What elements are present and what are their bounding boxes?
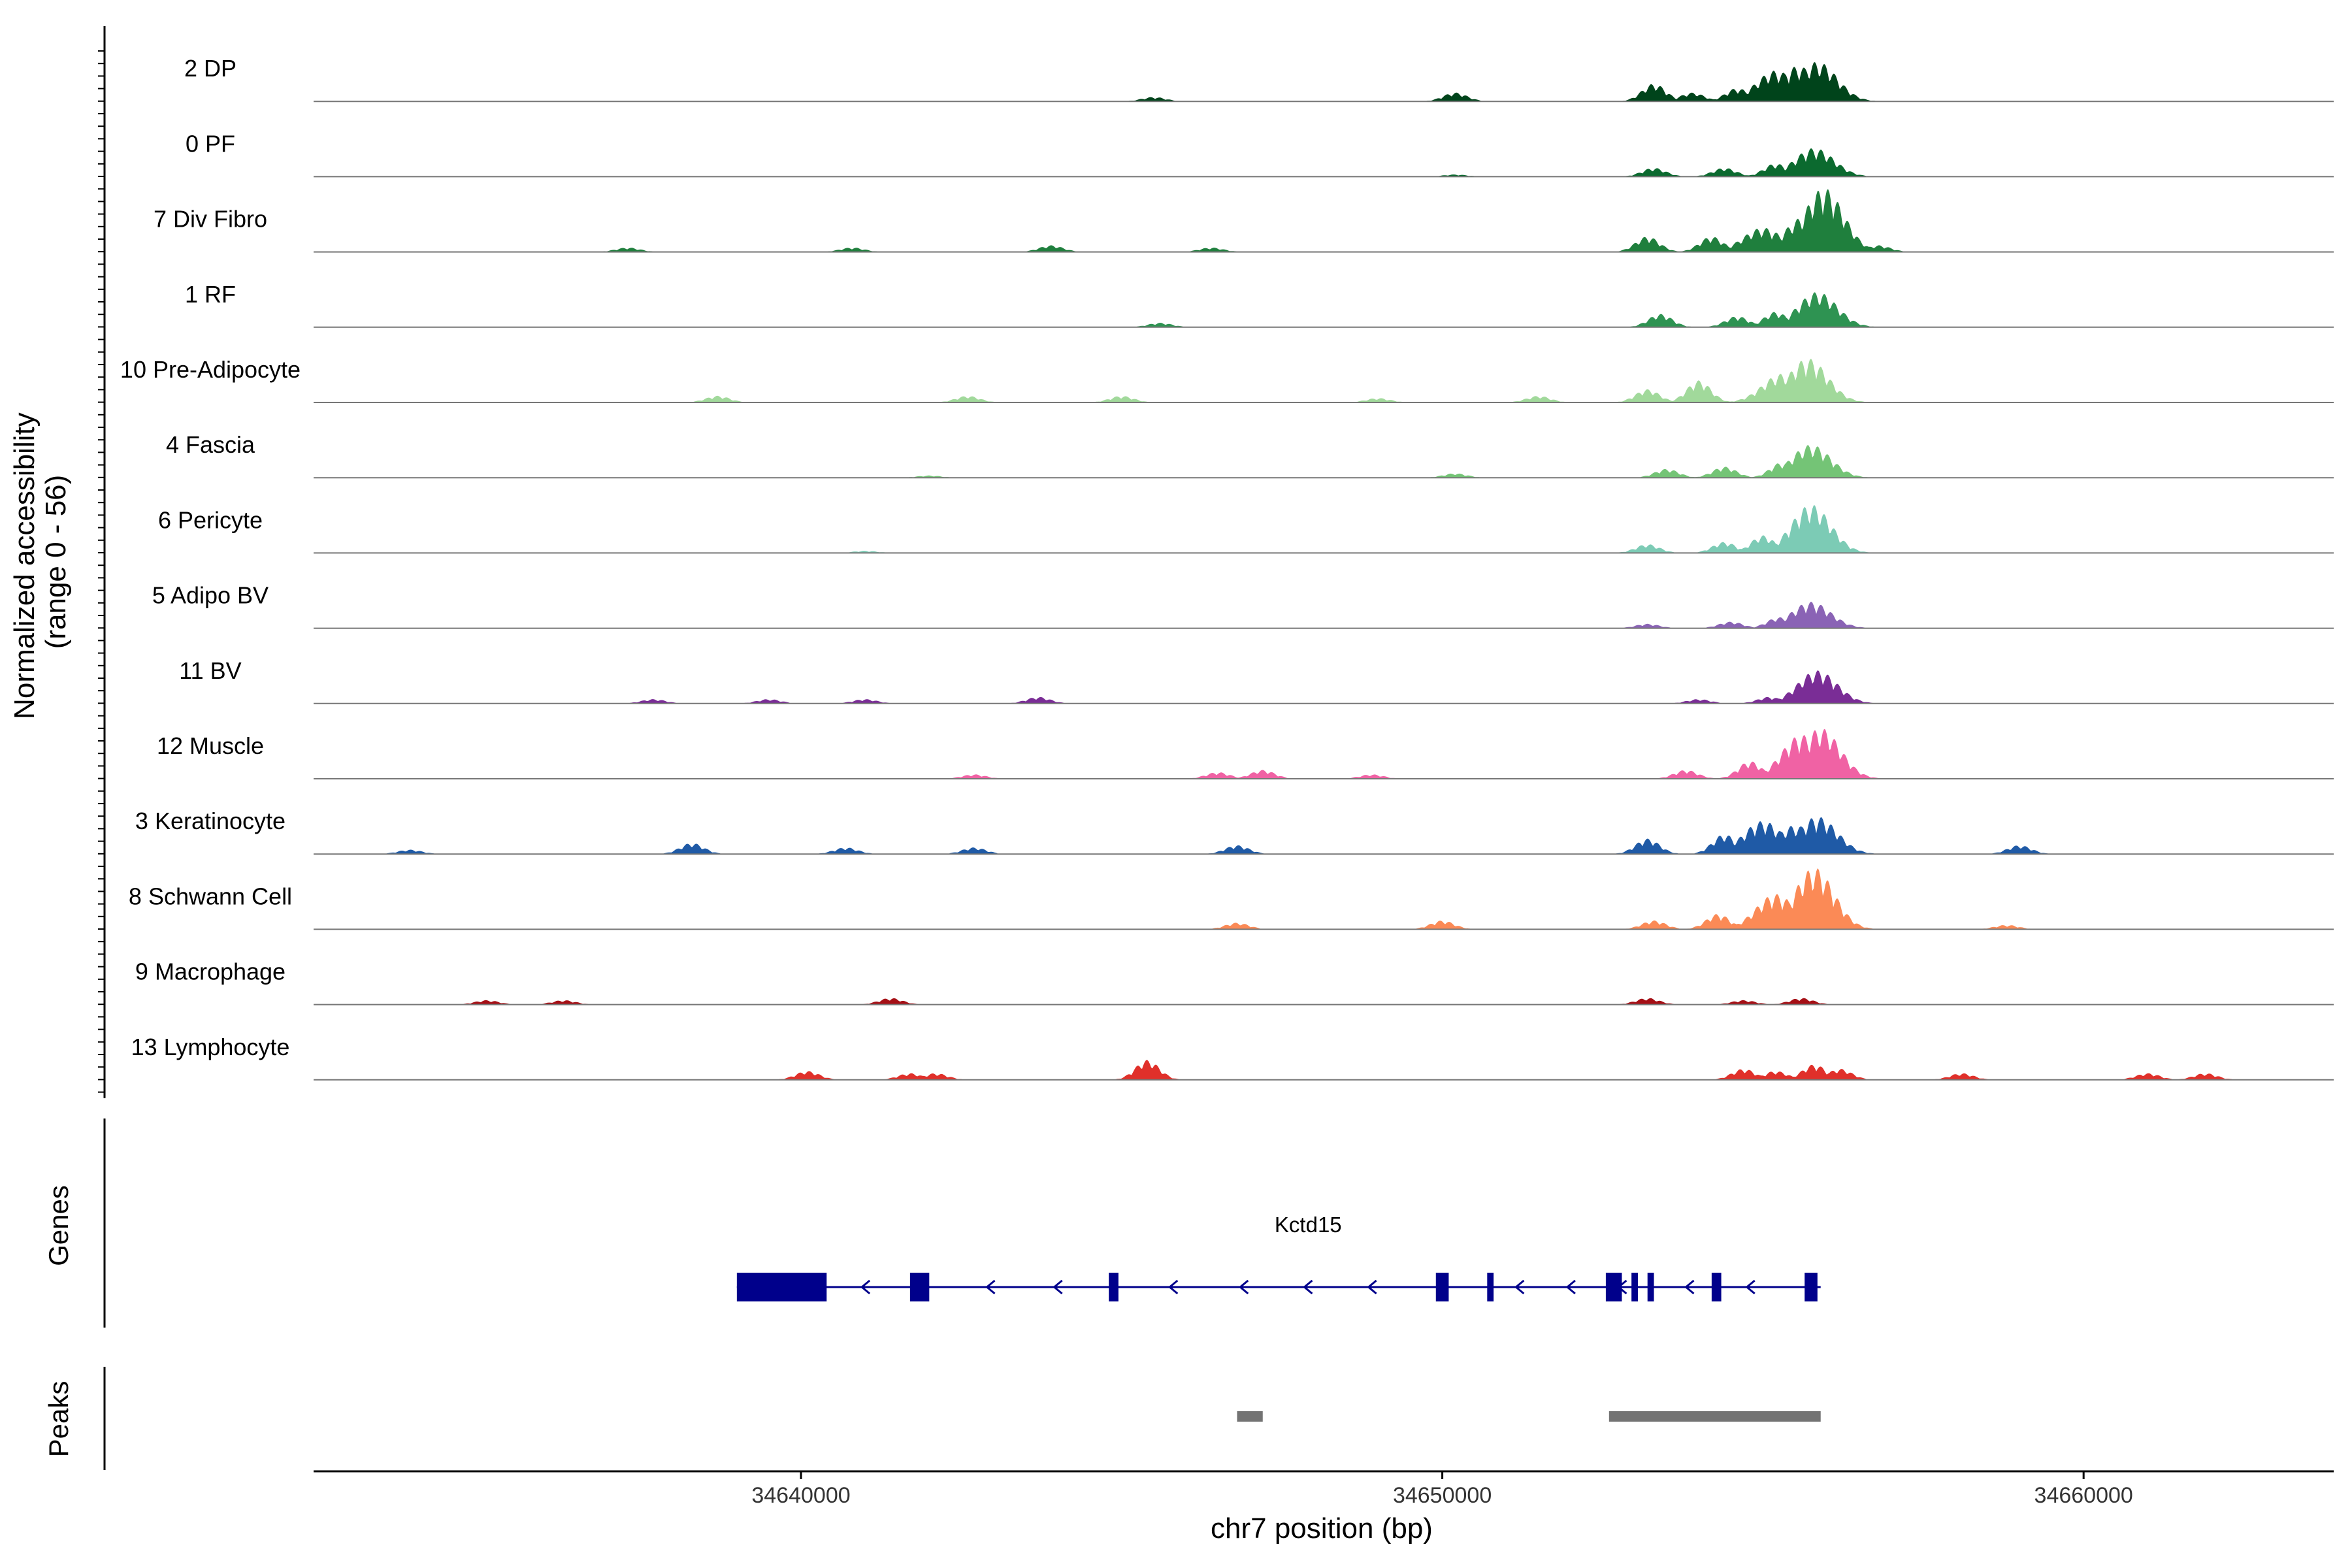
x-axis-title: chr7 position (bp) xyxy=(1211,1512,1433,1544)
track-3: 7 Div Fibro xyxy=(154,189,2334,253)
peak-region-bar xyxy=(1237,1411,1263,1422)
track-6: 4 Fascia xyxy=(166,431,2334,479)
gene-exon xyxy=(1711,1273,1722,1301)
coverage-area xyxy=(314,359,2242,402)
gene-exon xyxy=(1805,1273,1818,1301)
track-label: 9 Macrophage xyxy=(135,958,286,985)
coverage-area xyxy=(314,670,2242,704)
track-label: 1 RF xyxy=(185,281,236,308)
track-label: 4 Fascia xyxy=(166,431,255,458)
gene-exon xyxy=(1647,1273,1654,1301)
coverage-area xyxy=(314,998,2242,1005)
track-label: 3 Keratinocyte xyxy=(135,808,286,834)
strand-arrow xyxy=(1053,1279,1063,1295)
gene-exon xyxy=(909,1273,930,1301)
gene-name-label: Kctd15 xyxy=(1275,1213,1342,1237)
track-9: 11 BV xyxy=(179,657,2334,704)
track-12: 8 Schwann Cell xyxy=(129,868,2334,930)
gene-exon xyxy=(1631,1273,1638,1301)
coverage-area xyxy=(314,292,2242,327)
strand-arrow xyxy=(1565,1279,1576,1295)
strand-arrow xyxy=(860,1279,871,1295)
gene-exon xyxy=(1487,1273,1494,1301)
coverage-area xyxy=(314,189,2242,252)
track-13: 9 Macrophage xyxy=(135,958,2334,1005)
coverage-area xyxy=(314,601,2242,629)
track-1: 2 DP xyxy=(184,55,2334,103)
coverage-area xyxy=(314,728,2242,779)
strand-arrow xyxy=(1168,1279,1179,1295)
gene-exon xyxy=(1435,1273,1449,1301)
strand-arrow xyxy=(1514,1279,1525,1295)
strand-arrow xyxy=(1238,1279,1249,1295)
track-10: 12 Muscle xyxy=(157,728,2334,779)
strand-arrow xyxy=(1367,1279,1377,1295)
track-5: 10 Pre-Adipocyte xyxy=(120,356,2334,403)
track-label: 8 Schwann Cell xyxy=(129,883,292,909)
strand-arrow xyxy=(1745,1279,1756,1295)
track-label: 13 Lymphocyte xyxy=(131,1034,290,1060)
gene-exon xyxy=(1109,1273,1119,1301)
peak-region-bar xyxy=(1609,1411,1821,1422)
track-label: 12 Muscle xyxy=(157,732,264,759)
x-tick-label: 34660000 xyxy=(2034,1483,2133,1508)
strand-arrow xyxy=(1684,1279,1695,1295)
peaks-panel-title: Peaks xyxy=(43,1381,74,1458)
track-7: 6 Pericyte xyxy=(158,505,2334,554)
strand-arrow xyxy=(1617,1279,1627,1295)
x-tick-label: 34640000 xyxy=(751,1483,850,1508)
track-2: 0 PF xyxy=(186,130,2334,178)
gene-exon xyxy=(736,1273,827,1301)
track-label: 2 DP xyxy=(184,55,237,82)
track-14: 13 Lymphocyte xyxy=(131,1034,2334,1081)
coverage-area xyxy=(314,868,2242,930)
track-label: 10 Pre-Adipocyte xyxy=(120,356,301,383)
coverage-area xyxy=(314,505,2242,553)
track-label: 7 Div Fibro xyxy=(154,206,267,233)
coverage-y-axis xyxy=(98,26,106,1098)
track-label: 6 Pericyte xyxy=(158,506,263,533)
coverage-area xyxy=(314,445,2242,478)
coverage-tracks: 2 DP 0 PF 7 Div Fibro 1 RF 10 Pre-Adipocyte 4… xyxy=(120,55,2334,1081)
track-label: 0 PF xyxy=(186,130,235,157)
coverage-area xyxy=(314,817,2242,855)
track-11: 3 Keratinocyte xyxy=(135,808,2334,855)
x-axis: 34640000 34650000 34660000 xyxy=(314,1470,2334,1508)
y-axis-title: Normalized accessibility (range 0 - 56) xyxy=(8,404,72,719)
genes-panel-title: Genes xyxy=(43,1185,74,1266)
x-tick-label: 34650000 xyxy=(1393,1483,1492,1508)
genes-panel: Kctd15 xyxy=(103,1119,1821,1328)
track-label: 5 Adipo BV xyxy=(152,582,269,609)
coverage-area xyxy=(314,148,2242,177)
strand-arrow xyxy=(985,1279,996,1295)
coverage-area xyxy=(314,62,2242,102)
strand-arrow xyxy=(1303,1279,1313,1295)
track-label: 11 BV xyxy=(179,657,241,684)
coverage-area xyxy=(314,1060,2242,1080)
peaks-panel xyxy=(103,1367,1821,1470)
track-8: 5 Adipo BV xyxy=(152,582,2334,629)
track-4: 1 RF xyxy=(185,281,2334,328)
